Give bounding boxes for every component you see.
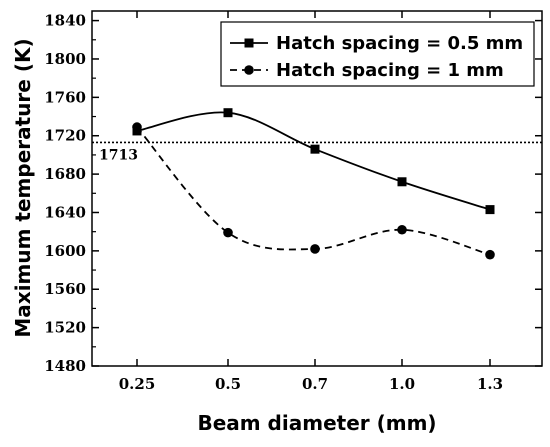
y-tick-label: 1640 [44,203,86,221]
data-point-square [223,108,233,118]
series-layer [132,108,495,260]
data-point-circle [485,249,495,260]
x-tick-label: 0.7 [302,375,328,393]
reference-line: 1713 [92,141,542,163]
y-tick-label: 1520 [44,319,86,337]
reference-line-label: 1713 [99,147,138,163]
y-axis-title: Maximum temperature (K) [11,38,35,337]
x-axis-title: Beam diameter (mm) [197,411,436,435]
y-tick-label: 1480 [44,357,86,375]
y-tick-label: 1760 [44,88,86,106]
data-point-square [485,205,495,215]
legend-label-1: Hatch spacing = 0.5 mm [276,33,523,54]
data-point-circle [132,122,142,132]
legend-marker-circle [244,65,254,75]
legend-label-2: Hatch spacing = 1 mm [276,60,504,81]
data-point-circle [223,227,233,238]
plot-area [91,10,543,367]
legend-box [220,21,535,87]
x-tick-label: 0.5 [215,375,241,393]
data-point-square [397,177,407,187]
x-axis: 0.25 0.5 0.7 1.0 1.3 [119,11,503,393]
data-point-circle [397,224,407,235]
y-axis: 1480 1520 1560 1600 1640 1680 1720 1760 1800 1840 [44,12,542,375]
legend: Hatch spacing = 0.5 mm Hatch spacing = 1 … [220,21,535,87]
y-tick-label: 1720 [44,127,86,145]
plot-frame [91,10,543,367]
data-point-circle [310,244,320,254]
y-tick-label: 1800 [44,50,86,68]
y-tick-label: 1840 [44,12,86,30]
x-tick-label: 0.25 [119,375,156,393]
y-tick-label: 1560 [44,280,86,298]
x-tick-label: 1.0 [389,375,415,393]
legend-marker-square [244,38,254,48]
x-tick-label: 1.3 [477,375,503,393]
y-tick-label: 1600 [44,242,86,260]
data-point-square [310,144,320,154]
y-tick-label: 1680 [44,165,86,183]
